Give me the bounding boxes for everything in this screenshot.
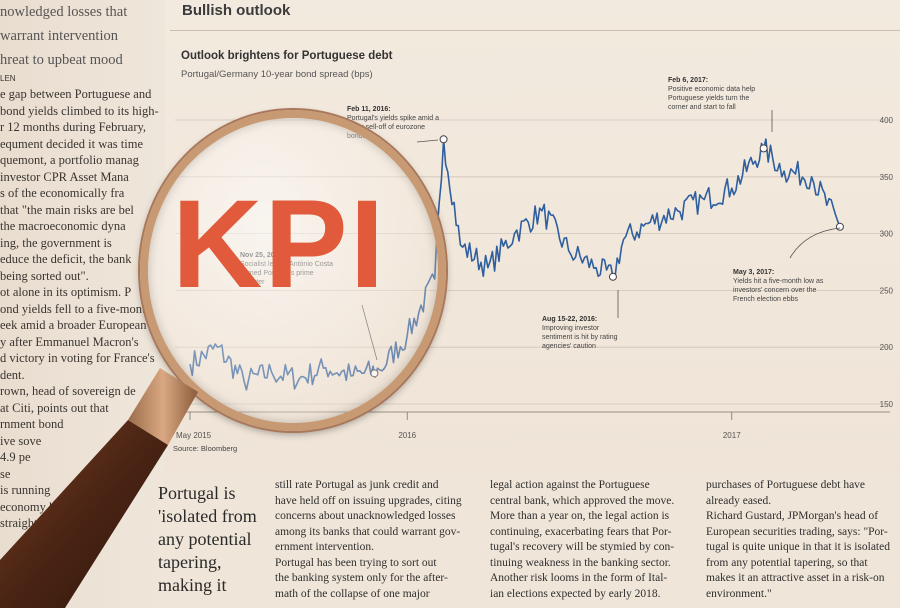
- title-rule: [170, 30, 900, 31]
- annotation-date: Feb 11, 2016:: [347, 106, 391, 113]
- article-line: environment.": [706, 587, 772, 600]
- article-line: educe the deficit, the bank: [0, 252, 132, 266]
- y-tick-label: 350: [880, 173, 894, 182]
- article-line: LEN: [0, 74, 16, 83]
- article-line: ernment intervention.: [275, 541, 374, 553]
- annotation-text: Portugal's yields spike amid a: [347, 115, 439, 122]
- article-line: equment decided it was time: [0, 136, 144, 151]
- chart-subtitle: Portugal/Germany 10-year bond spread (bp…: [181, 69, 373, 80]
- annotation-date: May 3, 2017:: [733, 269, 774, 276]
- chart-title: Outlook brightens for Portuguese debt: [181, 50, 393, 62]
- article-line: nowledged losses that: [0, 4, 128, 20]
- article-column-1: still rate Portugal as junk credit and ha…: [275, 478, 480, 602]
- article-line: continuing, exacerbating fears that Por-: [490, 525, 672, 538]
- article-line: that "the main risks are bel: [0, 202, 134, 217]
- annotation-date: Aug 15-22, 2016:: [542, 316, 597, 323]
- annotation-text: investors' concern over the: [733, 287, 817, 294]
- article-line: Portugal has been trying to sort out: [275, 556, 437, 569]
- article-line: tinuing weakness in the banking sector.: [490, 556, 671, 569]
- article-line: r 12 months during February,: [0, 120, 147, 134]
- annotation-text: agencies' caution: [542, 343, 596, 350]
- annotation-date: Feb 6, 2017:: [668, 77, 708, 84]
- article-line: bond yields climbed to its high-: [0, 103, 159, 118]
- article-line: among its banks that could warrant gov-: [275, 525, 461, 538]
- article-line: from any potential tapering, so that: [706, 556, 868, 569]
- article-line: have held off on issuing upgrades, citin…: [275, 494, 462, 507]
- y-tick-label: 300: [880, 230, 894, 239]
- article-line: is running: [0, 483, 51, 497]
- arrow-feb-2016: [416, 139, 439, 143]
- article-line: More than a year on, the legal action is: [490, 510, 670, 522]
- article-line: warrant intervention: [0, 28, 118, 44]
- article-line: d victory in voting for France's: [0, 351, 155, 365]
- highlight-point: [835, 222, 844, 231]
- article-line: Richard Gustard, JPMorgan's head of: [706, 510, 879, 522]
- arrow-may-2017: [789, 227, 841, 259]
- y-tick-label: 250: [880, 286, 894, 295]
- article-line: legal action against the Portuguese: [490, 479, 650, 491]
- article-column-3: purchases of Portuguese debt have already…: [706, 478, 900, 602]
- article-line: hreat to upbeat mood: [0, 52, 123, 68]
- article-line: European securities trading, says: "Por-: [706, 525, 888, 538]
- article-line: central bank, which approved the move.: [490, 494, 675, 507]
- article-line: tugal's recovery will be stymied by con-: [490, 541, 675, 553]
- article-line: makes it an attractive asset in a risk-o…: [706, 572, 885, 584]
- left-article-text: nowledged losses that warrant interventio…: [0, 0, 160, 532]
- annotation-text: Positive economic data help: [668, 86, 755, 93]
- article-line: at Citi, points out that: [0, 400, 109, 415]
- annotation-text: French election ebbs: [733, 296, 798, 303]
- section-title: Bullish outlook: [182, 2, 291, 19]
- annotation-text: wider sell-off of eurozone: [346, 124, 425, 131]
- article-line: dent.: [0, 367, 25, 382]
- bond-spread-chart: 400 350 300 250 200 150 May 2015 2016 2017 Feb 11…: [175, 77, 894, 440]
- pull-quote: Portugal is 'isolated from any potential…: [158, 483, 257, 595]
- article-line: the macroeconomic dyna: [0, 219, 126, 233]
- article-line: economy has: [0, 499, 66, 514]
- highlight-point: [439, 135, 448, 144]
- article-line: the banking system only for the after-: [275, 572, 448, 584]
- highlight-point: [759, 144, 768, 153]
- article-line: tugal is quite unique in that it is isol…: [706, 541, 890, 553]
- annotation-text: sentiment is hit by rating: [542, 334, 618, 341]
- article-line: quemont, a portfolio manag: [0, 153, 139, 167]
- kpi-label: KPI: [172, 175, 387, 314]
- article-line: investor CPR Asset Mana: [0, 169, 129, 184]
- article-line: rown, head of sovereign de: [0, 384, 136, 398]
- article-line: Another risk looms in the form of Ital-: [490, 572, 668, 584]
- article-line: eek amid a broader European: [0, 318, 147, 332]
- article-line: ond yields fell to a five-mont: [0, 301, 146, 316]
- y-tick-label: 150: [880, 400, 894, 409]
- y-tick-label: 200: [880, 343, 894, 352]
- article-line: ot alone in its optimism. P: [0, 285, 132, 299]
- article-line: ing, the government is: [0, 235, 112, 250]
- article-line: being sorted out".: [0, 268, 89, 283]
- x-tick-label: 2016: [398, 431, 416, 440]
- annotation-text: Improving investor: [542, 325, 600, 332]
- highlight-point: [608, 272, 617, 281]
- article-line: s of the economically fra: [0, 186, 125, 200]
- annotation-text: Yields hit a five-month low as: [733, 278, 824, 285]
- y-tick-label: 400: [880, 116, 894, 125]
- annotation-text: corner and start to fall: [668, 104, 736, 111]
- article-line: y after Emmanuel Macron's: [0, 334, 139, 349]
- article-line: purchases of Portuguese debt have: [706, 479, 866, 491]
- x-tick-label: 2017: [723, 431, 741, 440]
- annotation-text: Portuguese yields turn the: [668, 95, 749, 102]
- article-line: ian elections expected by early 2018.: [490, 587, 661, 600]
- article-line: math of the collapse of one major: [275, 587, 430, 600]
- chart-source: Source: Bloomberg: [173, 444, 238, 453]
- article-line: already eased.: [706, 494, 772, 507]
- lower-article-area: [155, 472, 900, 608]
- article-line: concerns about unacknowledged losses: [275, 510, 456, 522]
- article-line: straight quarters,: [0, 516, 85, 530]
- article-line: e gap between Portuguese and: [0, 87, 152, 101]
- article-line: still rate Portugal as junk credit and: [275, 479, 439, 491]
- article-column-2: legal action against the Portuguese centr…: [490, 478, 695, 602]
- x-tick-label: May 2015: [176, 431, 212, 440]
